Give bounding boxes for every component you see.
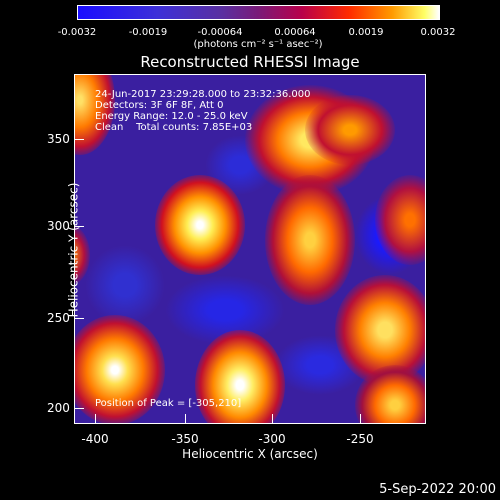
colorbar-tick-label: 0.0019 — [348, 27, 384, 38]
bright-source — [155, 175, 245, 275]
colorbar-tick-label: -0.0019 — [128, 27, 168, 38]
colorbar-tick-label: -0.00064 — [197, 27, 243, 38]
x-tick-label: -250 — [346, 432, 374, 446]
plot-date: 5-Sep-2022 20:00 — [379, 482, 496, 497]
time-range: 24-Jun-2017 23:29:28.000 to 23:32:36.000 — [95, 89, 311, 100]
x-axis-label: Heliocentric X (arcsec) — [182, 447, 318, 461]
y-tick-mark — [75, 139, 84, 140]
clean-counts: Clean Total counts: 7.85E+03 — [95, 122, 253, 133]
x-tick-mark — [360, 414, 361, 423]
colorbar-tick-label: -0.0032 — [57, 27, 97, 38]
y-tick-label: 250 — [47, 311, 70, 325]
y-axis-label: Heliocentric Y (arcsec) — [66, 182, 81, 318]
y-tick-mark — [75, 318, 84, 319]
x-tick-mark — [185, 414, 186, 423]
peak-position: Position of Peak = [-305,210] — [95, 398, 242, 409]
y-tick-label: 200 — [47, 401, 70, 415]
bright-arc — [265, 175, 355, 305]
x-tick-label: -350 — [171, 432, 199, 446]
bright-source — [75, 315, 165, 423]
colorbar — [77, 5, 440, 20]
colorbar-tick-label: 0.00064 — [274, 27, 316, 38]
y-tick-label: 300 — [47, 219, 70, 233]
image-title: Reconstructed RHESSI Image — [140, 53, 360, 71]
colorbar-units: (photons cm⁻² s⁻¹ asec⁻²) — [193, 39, 323, 50]
y-tick-label: 350 — [47, 132, 70, 146]
x-tick-label: -400 — [81, 432, 109, 446]
x-tick-label: -300 — [258, 432, 286, 446]
bright-source — [195, 330, 285, 423]
y-tick-mark — [75, 226, 84, 227]
detectors: Detectors: 3F 6F 8F, Att 0 — [95, 100, 224, 111]
y-tick-mark — [75, 408, 84, 409]
bright-arc — [375, 175, 425, 265]
bright-arc — [305, 95, 395, 165]
colorbar-tick-label: 0.0032 — [420, 27, 456, 38]
bright-source — [75, 225, 90, 285]
energy-range: Energy Range: 12.0 - 25.0 keV — [95, 111, 248, 122]
x-tick-mark — [272, 414, 273, 423]
blue-region — [85, 245, 165, 325]
rhessi-image: 24-Jun-2017 23:29:28.000 to 23:32:36.000… — [74, 74, 426, 424]
x-tick-mark — [95, 414, 96, 423]
